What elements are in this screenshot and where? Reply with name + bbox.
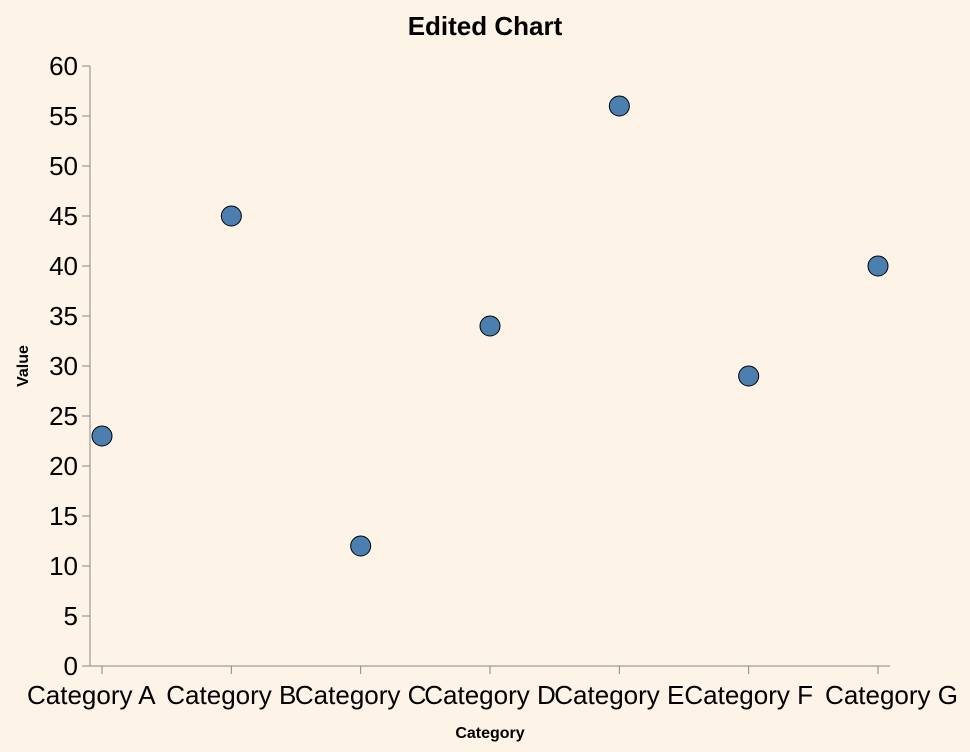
- x-axis-title: Category: [455, 725, 524, 742]
- data-point: [867, 255, 889, 277]
- y-tick-label: 50: [49, 151, 78, 181]
- y-tick-label: 5: [64, 601, 78, 631]
- data-point: [479, 315, 501, 337]
- y-axis: 0 5 10 15 20 25 30 35 40 45 50 55 60: [49, 51, 91, 681]
- x-tick-label: Category E: [554, 680, 684, 710]
- data-point: [738, 365, 760, 387]
- data-point: [350, 535, 372, 557]
- y-tick-label: 25: [49, 401, 78, 431]
- data-point: [91, 425, 113, 447]
- y-tick-label: 30: [49, 351, 78, 381]
- x-tick-label: Category C: [295, 680, 427, 710]
- y-tick-label: 60: [49, 51, 78, 81]
- data-point: [220, 205, 242, 227]
- y-tick-label: 0: [64, 651, 78, 681]
- y-tick-label: 55: [49, 101, 78, 131]
- x-tick-label: Category A: [27, 680, 156, 710]
- y-tick-label: 15: [49, 501, 78, 531]
- data-points: [91, 95, 889, 557]
- data-point: [608, 95, 630, 117]
- y-tick-label: 45: [49, 201, 78, 231]
- y-tick-label: 40: [49, 251, 78, 281]
- y-tick-label: 35: [49, 301, 78, 331]
- y-tick-label: 20: [49, 451, 78, 481]
- y-axis-title: Value: [15, 345, 32, 387]
- x-tick-label: Category G: [825, 680, 958, 710]
- chart-title: Edited Chart: [408, 11, 563, 41]
- x-tick-label: Category F: [684, 680, 813, 710]
- x-tick-label: Category D: [424, 680, 556, 710]
- x-tick-label: Category B: [166, 680, 296, 710]
- y-tick-label: 10: [49, 551, 78, 581]
